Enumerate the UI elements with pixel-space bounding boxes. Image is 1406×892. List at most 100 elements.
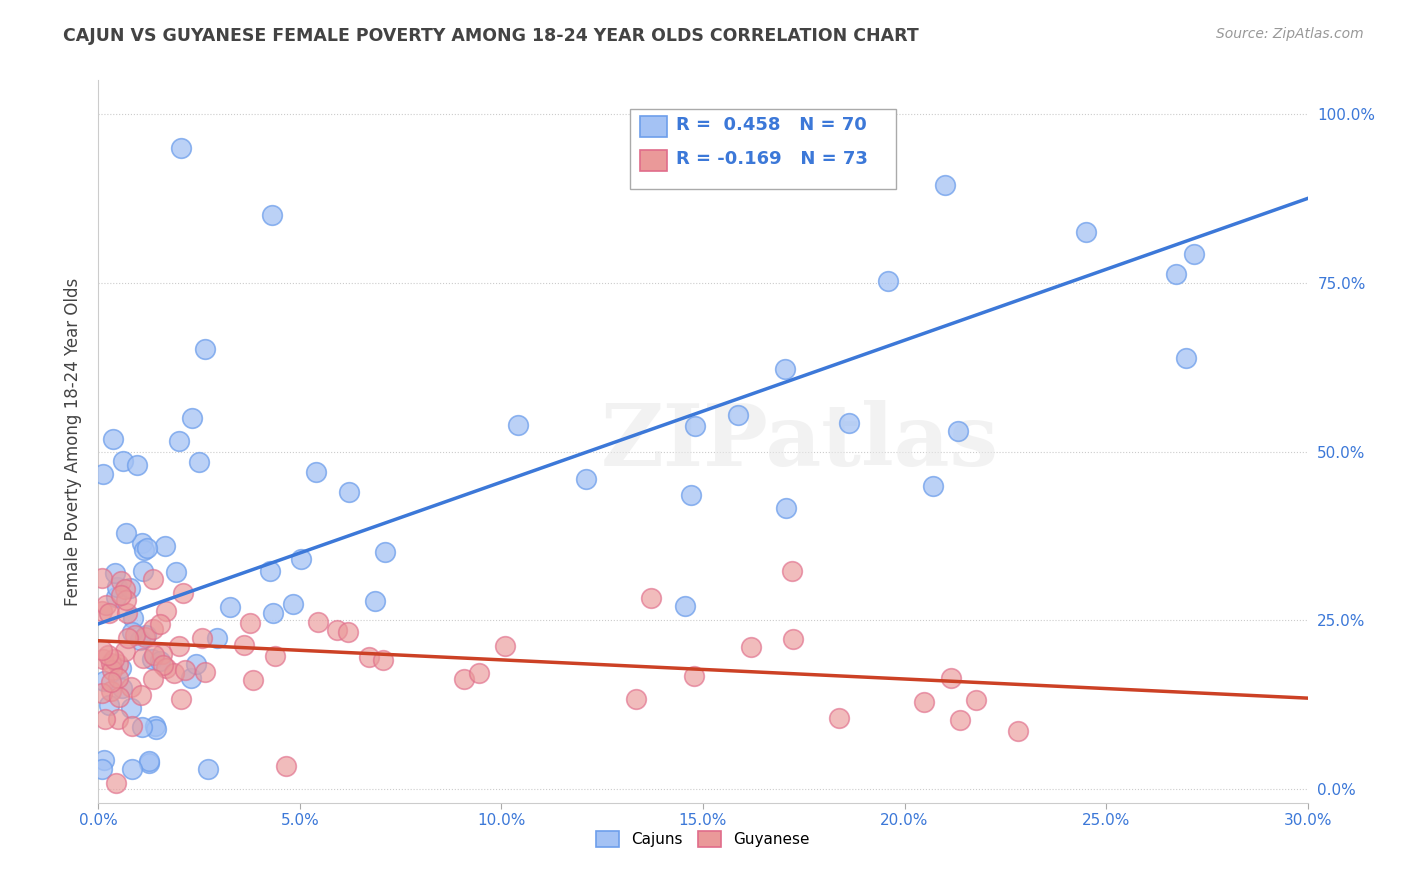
Point: [780, 564, 803, 578]
Point: [170, 691, 193, 706]
Point: [117, 631, 139, 645]
Point: [197, 762, 219, 776]
Point: [110, 588, 132, 602]
Point: [120, 680, 142, 694]
Point: [170, 141, 193, 155]
Point: [640, 591, 662, 605]
Point: [934, 178, 956, 192]
Point: [506, 417, 529, 432]
Point: [142, 622, 165, 636]
Point: [683, 668, 706, 682]
Point: [194, 665, 217, 680]
Point: [112, 454, 135, 468]
Point: [143, 719, 166, 733]
FancyBboxPatch shape: [640, 117, 666, 136]
Point: [104, 775, 127, 789]
Point: [364, 594, 387, 608]
Point: [180, 671, 202, 685]
Point: [107, 580, 129, 594]
Point: [110, 574, 132, 588]
Point: [374, 544, 396, 558]
Point: [163, 665, 186, 680]
Point: [132, 651, 155, 665]
Point: [242, 673, 264, 688]
Point: [93, 674, 115, 689]
Point: [239, 616, 262, 631]
Point: [946, 424, 969, 438]
Point: [337, 485, 360, 500]
Point: [1007, 724, 1029, 739]
Point: [782, 632, 804, 647]
Point: [180, 410, 202, 425]
Point: [132, 565, 155, 579]
Point: [97, 648, 120, 662]
Point: [143, 648, 166, 662]
Point: [190, 632, 212, 646]
Point: [167, 639, 190, 653]
Point: [134, 631, 156, 645]
Point: [727, 409, 749, 423]
Point: [136, 541, 159, 556]
Point: [262, 208, 284, 222]
Point: [307, 615, 329, 629]
Text: CAJUN VS GUYANESE FEMALE POVERTY AMONG 18-24 YEAR OLDS CORRELATION CHART: CAJUN VS GUYANESE FEMALE POVERTY AMONG 1…: [63, 27, 920, 45]
Point: [91, 686, 114, 700]
Point: [219, 600, 242, 615]
Point: [165, 566, 187, 580]
Point: [966, 693, 988, 707]
Point: [100, 675, 122, 690]
Point: [149, 617, 172, 632]
Text: R = -0.169   N = 73: R = -0.169 N = 73: [676, 150, 869, 168]
Point: [91, 762, 114, 776]
Point: [740, 640, 762, 655]
Point: [1076, 225, 1098, 239]
Point: [205, 631, 228, 645]
Point: [108, 690, 131, 705]
Point: [681, 488, 703, 502]
Point: [262, 606, 284, 620]
Point: [149, 654, 172, 668]
Text: R =  0.458   N = 70: R = 0.458 N = 70: [676, 116, 868, 134]
Point: [624, 692, 647, 706]
Point: [155, 661, 177, 675]
Point: [152, 658, 174, 673]
Point: [104, 591, 127, 605]
Point: [121, 762, 143, 776]
Point: [949, 714, 972, 728]
Point: [153, 539, 176, 553]
Point: [129, 632, 152, 647]
Legend: Cajuns, Guyanese: Cajuns, Guyanese: [591, 825, 815, 853]
Point: [93, 753, 115, 767]
Point: [305, 466, 328, 480]
FancyBboxPatch shape: [630, 109, 897, 189]
Point: [467, 665, 489, 680]
Point: [103, 651, 125, 665]
Point: [121, 624, 143, 639]
Point: [138, 756, 160, 770]
Point: [172, 586, 194, 600]
Point: [838, 416, 860, 430]
Point: [186, 657, 208, 671]
Point: [276, 759, 298, 773]
Point: [337, 625, 360, 640]
Point: [494, 639, 516, 653]
Point: [912, 695, 935, 709]
Point: [138, 754, 160, 768]
Point: [150, 647, 173, 661]
Point: [259, 564, 281, 578]
Point: [141, 652, 163, 666]
Point: [93, 467, 115, 482]
Point: [174, 663, 197, 677]
Point: [125, 458, 148, 473]
Point: [111, 681, 134, 695]
Point: [939, 671, 962, 685]
Point: [922, 479, 945, 493]
Point: [145, 723, 167, 737]
Point: [107, 657, 129, 671]
Point: [124, 628, 146, 642]
Point: [233, 638, 256, 652]
Point: [107, 712, 129, 726]
Point: [100, 684, 122, 698]
Point: [673, 599, 696, 613]
Point: [281, 597, 304, 611]
